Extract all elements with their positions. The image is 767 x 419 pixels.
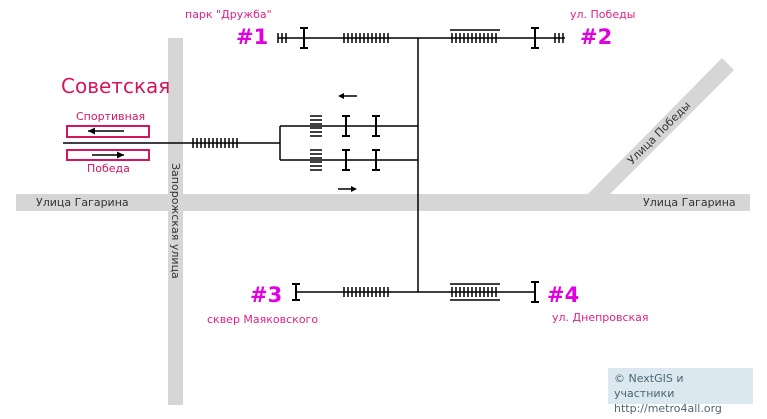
exit-1-name: парк "Дружба" <box>185 8 272 21</box>
exit-1-passage <box>277 27 418 49</box>
turnstiles-lower <box>342 149 380 171</box>
gagarina-street-label-right: Улица Гагарина <box>643 196 736 209</box>
attribution-box: © NextGIS и участники http://metro4all.o… <box>608 368 753 415</box>
exit-4-name: ул. Днепровская <box>552 311 649 324</box>
arrow-left-head-icon <box>88 127 95 135</box>
exit-4-passage <box>418 281 539 303</box>
exit-3-passage <box>292 283 418 301</box>
stairs-main <box>192 138 238 148</box>
gagarina-street-road <box>16 194 750 211</box>
gagarina-street-label-left: Улица Гагарина <box>36 196 129 209</box>
exit-2-name: ул. Победы <box>570 8 636 21</box>
exit-2-passage <box>418 27 565 49</box>
pobedy-street-road <box>588 58 734 194</box>
station-name: Советская <box>61 74 171 98</box>
exit-1-number: #1 <box>236 25 269 49</box>
zaporozhskaya-street-road <box>168 38 183 405</box>
arrow-right-head-icon <box>117 151 124 159</box>
direction-arrow-right-icon <box>338 186 357 192</box>
attribution-link[interactable]: http://metro4all.org <box>614 402 722 415</box>
attribution-copyright: © NextGIS и участники <box>614 372 684 400</box>
direction-label-sportivnaya: Спортивная <box>76 110 146 123</box>
stairs-upper <box>310 115 322 137</box>
direction-arrow-left-icon <box>338 93 357 99</box>
exit-3-name: сквер Маяковского <box>207 313 319 326</box>
exit-3-number: #3 <box>250 283 283 307</box>
turnstiles-upper <box>342 115 380 137</box>
exit-2-number: #2 <box>580 25 613 49</box>
stairs-lower <box>310 149 322 171</box>
exit-4-number: #4 <box>547 283 580 307</box>
direction-label-pobeda: Победа <box>87 162 130 175</box>
pobedy-street-label: Улица Победы <box>625 99 693 167</box>
zaporozhskaya-street-label: Запорожская улица <box>169 163 182 279</box>
